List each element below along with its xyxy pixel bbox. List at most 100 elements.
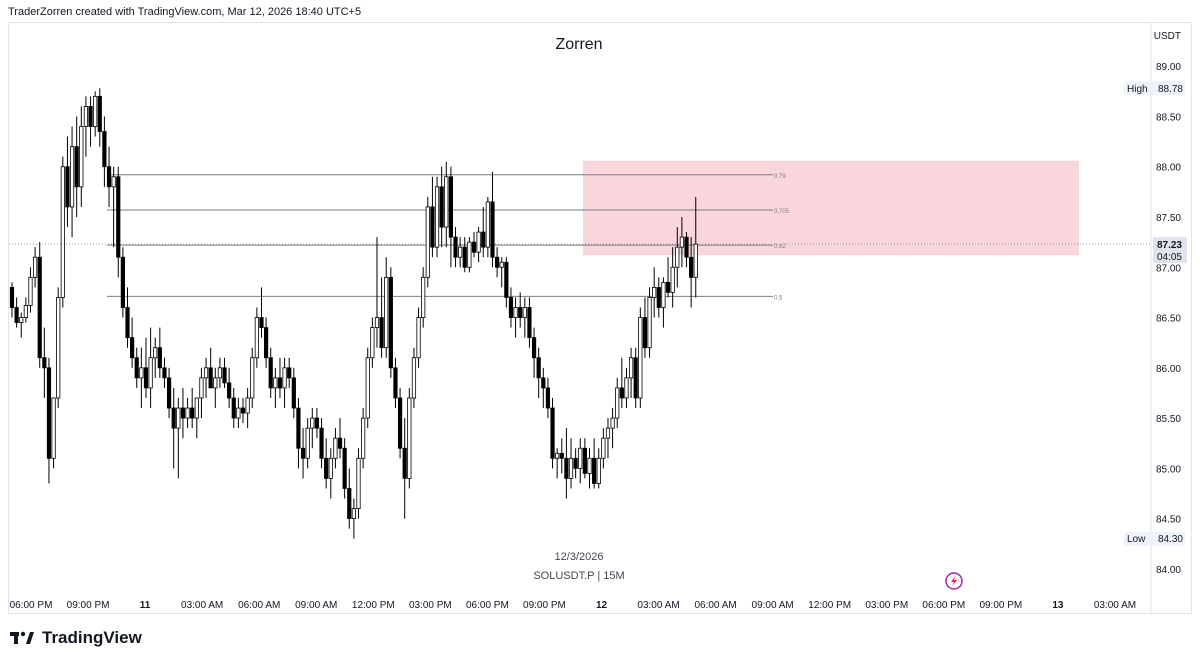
candle xyxy=(287,357,292,388)
tradingview-logo[interactable]: TradingView xyxy=(10,628,142,648)
candle xyxy=(347,468,352,529)
candle xyxy=(652,267,657,318)
candle-body-down xyxy=(582,447,587,474)
candle-body-up xyxy=(19,317,24,323)
candle-body-down xyxy=(642,317,648,349)
candle-body-up xyxy=(83,106,89,127)
candle-body-up xyxy=(578,447,583,469)
candle xyxy=(296,397,301,469)
chart-frame[interactable]: 0.79 0.705 0.62 0.5 Zorren 12/3/2026 SOLUSD… xyxy=(8,22,1193,615)
candle xyxy=(434,176,440,258)
candle xyxy=(582,438,587,479)
candle xyxy=(328,448,333,499)
candle-body-down xyxy=(504,261,509,298)
candle-body-up xyxy=(351,508,356,520)
candle xyxy=(411,347,417,409)
currency-label: USDT xyxy=(1154,31,1181,42)
candle xyxy=(370,317,375,368)
candle xyxy=(23,297,28,323)
candle-body-up xyxy=(638,317,643,399)
candle xyxy=(462,237,467,273)
candle-body-down xyxy=(180,407,186,419)
candle-body-down xyxy=(379,317,384,349)
candle-body-up xyxy=(176,407,181,429)
candle-body-up xyxy=(111,176,116,188)
candle-body-down xyxy=(37,256,42,359)
candle xyxy=(555,448,560,479)
candle-body-up xyxy=(624,377,629,399)
candle xyxy=(222,357,227,388)
lightning-icon[interactable] xyxy=(945,572,963,590)
candle-body-down xyxy=(157,347,162,369)
candle-body-down xyxy=(97,95,102,132)
candle-body-down xyxy=(125,307,130,339)
candle-body-up xyxy=(254,317,259,359)
candle-body-up xyxy=(407,397,412,479)
candle-body-up xyxy=(28,276,33,306)
candle-body-down xyxy=(319,427,324,459)
candle-body-down xyxy=(541,377,546,389)
candle-body-down xyxy=(592,457,597,484)
low-marker: Low 84.30 xyxy=(1124,531,1185,546)
candle xyxy=(337,418,343,459)
candle xyxy=(402,418,407,519)
candle xyxy=(679,217,685,268)
candle-body-down xyxy=(337,437,343,449)
fib-label: 0.705 xyxy=(774,209,790,215)
candle xyxy=(374,237,380,348)
candle xyxy=(28,267,33,313)
candlestick-chart[interactable]: 0.79 0.705 0.62 0.5 Zorren 12/3/2026 SOLUSD… xyxy=(9,23,1193,615)
fib-label: 0.79 xyxy=(774,174,786,180)
candle-body-up xyxy=(522,307,527,318)
candle xyxy=(199,367,204,419)
candle xyxy=(684,232,689,268)
candle-body-down xyxy=(518,307,523,318)
candle-body-down xyxy=(430,206,435,248)
candle-body-down xyxy=(453,236,458,258)
candle xyxy=(125,287,130,348)
candle-body-down xyxy=(143,367,149,389)
candle-body-up xyxy=(203,367,209,379)
candle-body-up xyxy=(661,281,666,308)
candle xyxy=(333,428,338,469)
y-tick-label: 85.50 xyxy=(1156,414,1181,425)
candle xyxy=(74,116,79,217)
candle xyxy=(324,438,329,489)
candle xyxy=(51,397,56,469)
candle-body-down xyxy=(106,166,112,188)
y-tick-label: 88.50 xyxy=(1156,112,1181,123)
candle-body-down xyxy=(222,367,227,384)
candle xyxy=(171,387,176,469)
candle-body-up xyxy=(485,201,490,248)
candle xyxy=(231,387,236,429)
candle xyxy=(314,408,320,439)
y-axis: 89.00 88.50 88.00 87.50 87.00 86.50 86.00 85.50… xyxy=(1156,62,1181,576)
candle-body-down xyxy=(162,367,167,379)
y-tick-label: 84.00 xyxy=(1156,565,1181,576)
candle xyxy=(153,337,158,378)
candle-body-down xyxy=(166,377,172,409)
candle xyxy=(116,166,121,278)
candle-body-up xyxy=(652,286,657,298)
candle xyxy=(240,397,246,424)
candle-body-down xyxy=(619,387,624,399)
candle-body-up xyxy=(370,327,375,359)
candle-body-down xyxy=(88,106,93,127)
x-tick-label: 09:00 PM xyxy=(67,600,110,611)
candle-body-up xyxy=(467,241,472,268)
candle xyxy=(300,428,306,479)
candle xyxy=(213,367,218,409)
watermark-date: 12/3/2026 xyxy=(555,551,604,563)
candle xyxy=(245,387,250,429)
countdown-value: 04:05 xyxy=(1157,252,1182,263)
candle xyxy=(259,287,264,338)
candle xyxy=(656,277,661,318)
candle-body-up xyxy=(282,367,287,389)
candle-body-up xyxy=(499,261,504,268)
y-tick-label: 87.50 xyxy=(1156,213,1181,224)
candle-body-down xyxy=(291,377,296,409)
candle xyxy=(407,387,412,489)
candle xyxy=(97,88,102,147)
candle-body-up xyxy=(670,266,675,293)
candle xyxy=(291,367,296,419)
